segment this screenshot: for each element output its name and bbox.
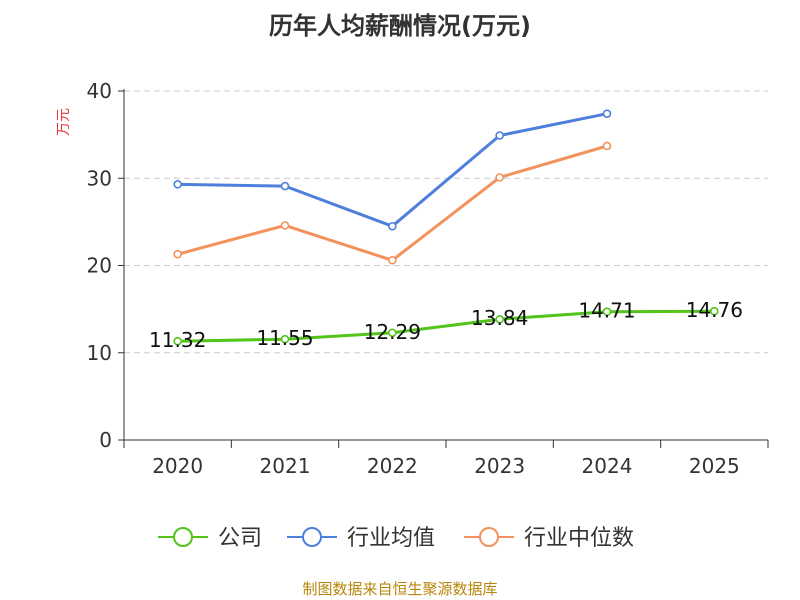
data-point xyxy=(280,334,290,344)
legend-swatch-marker xyxy=(173,527,193,547)
series-line-2 xyxy=(177,144,608,262)
data-point xyxy=(280,221,290,230)
data-point xyxy=(495,131,504,140)
data-point xyxy=(388,221,397,231)
data-label: 11.32 xyxy=(149,328,206,352)
y-tick-label: 40 xyxy=(87,79,112,103)
legend-swatch-marker xyxy=(479,527,499,547)
data-point xyxy=(495,173,504,182)
data-point xyxy=(602,109,612,118)
y-axis-label: 万元 xyxy=(56,108,72,136)
data-point xyxy=(388,255,397,265)
x-tick-label: 2024 xyxy=(582,454,633,478)
data-label: 11.55 xyxy=(256,326,313,350)
y-tick-label: 0 xyxy=(99,428,112,452)
data-label: 14.71 xyxy=(578,299,635,323)
y-tick-label: 30 xyxy=(87,166,112,190)
data-point xyxy=(280,181,290,191)
legend-label: 公司 xyxy=(218,526,262,551)
data-label: 12.29 xyxy=(364,320,421,344)
legend-label: 行业中位数 xyxy=(524,526,634,551)
legend-label: 行业均值 xyxy=(347,526,435,551)
x-tick-label: 2022 xyxy=(367,454,418,478)
data-label: 13.84 xyxy=(471,306,528,330)
series-line-0 xyxy=(177,309,715,343)
source-note: 制图数据来自恒生聚源数据库 xyxy=(302,580,498,598)
data-point xyxy=(173,336,182,346)
data-point xyxy=(173,249,182,259)
data-point xyxy=(388,328,397,338)
y-tick-label: 10 xyxy=(87,341,112,365)
legend-swatch-marker xyxy=(302,527,322,547)
data-point xyxy=(602,141,612,151)
data-point xyxy=(602,307,612,316)
x-tick-label: 2020 xyxy=(152,454,203,478)
x-tick-label: 2025 xyxy=(689,454,740,478)
data-label: 14.76 xyxy=(686,298,743,322)
chart-title: 历年人均薪酬情况(万元) xyxy=(269,12,531,40)
series-line-1 xyxy=(177,112,608,228)
data-point xyxy=(495,314,504,324)
data-point xyxy=(710,306,719,316)
y-tick-label: 20 xyxy=(87,254,112,278)
data-point xyxy=(173,180,182,189)
x-tick-label: 2023 xyxy=(474,454,525,478)
x-tick-label: 2021 xyxy=(260,454,311,478)
